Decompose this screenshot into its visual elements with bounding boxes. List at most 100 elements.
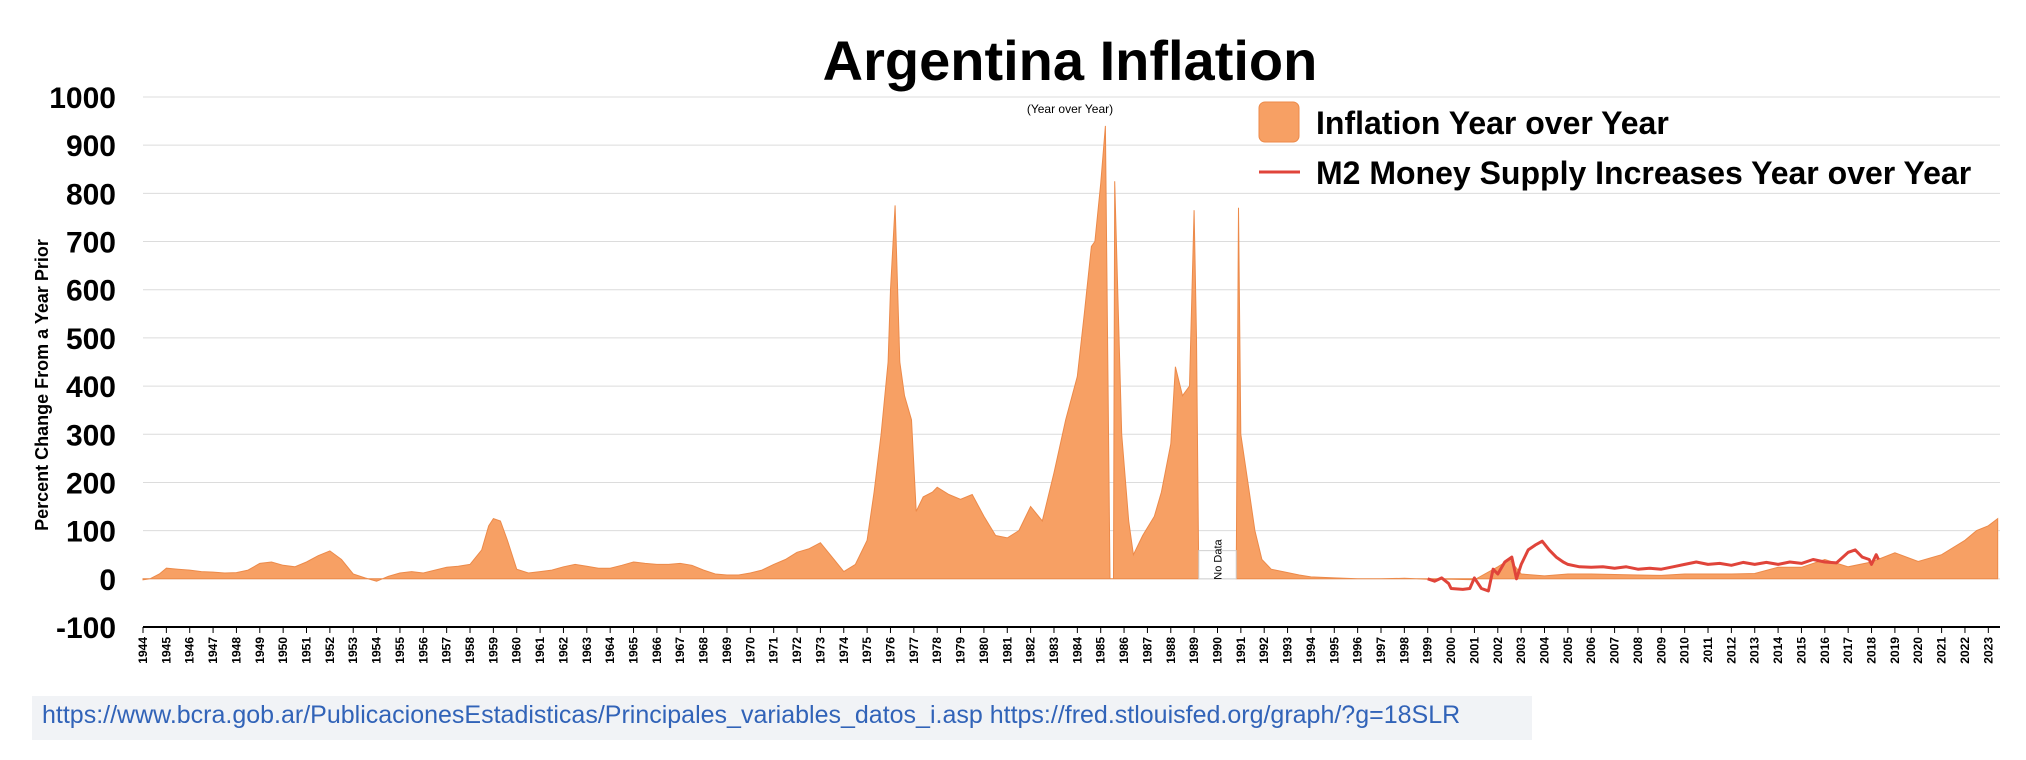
- x-tick-label: 1957: [440, 637, 454, 664]
- y-tick-label: 0: [99, 564, 116, 597]
- x-tick-label: 2018: [1865, 637, 1879, 664]
- x-tick-label: 1947: [206, 637, 220, 664]
- x-tick-label: 2003: [1514, 637, 1528, 664]
- chart-subtitle: (Year over Year): [1027, 102, 1113, 116]
- x-tick-label: 1978: [930, 637, 944, 664]
- x-tick-label: 1996: [1351, 637, 1365, 664]
- x-tick-label: 2006: [1584, 637, 1598, 664]
- no-data-annotation: No Data: [1212, 538, 1224, 579]
- x-tick-label: 1984: [1070, 637, 1084, 664]
- legend-swatch-inflation: [1258, 101, 1300, 143]
- x-tick-label: 2009: [1654, 637, 1668, 664]
- x-tick-label: 1976: [883, 637, 897, 664]
- legend-label-m2: M2 Money Supply Increases Year over Year: [1316, 155, 1971, 191]
- x-tick-label: 1967: [673, 637, 687, 664]
- x-tick-label: 2012: [1724, 637, 1738, 664]
- x-tick-label: 1956: [416, 637, 430, 664]
- x-tick-label: 1998: [1397, 637, 1411, 664]
- chart-title: Argentina Inflation: [823, 29, 1318, 92]
- x-tick-label: 1985: [1094, 637, 1108, 664]
- x-tick-label: 2021: [1935, 637, 1949, 664]
- source-links[interactable]: https://www.bcra.gob.ar/PublicacionesEst…: [42, 701, 1461, 729]
- x-tick-label: 2002: [1491, 637, 1505, 664]
- x-tick-label: 1989: [1187, 637, 1201, 664]
- x-tick-label: 1979: [954, 637, 968, 664]
- x-tick-label: 1968: [697, 637, 711, 664]
- m2-line-series: [1427, 539, 1880, 593]
- source-box: [32, 696, 1532, 740]
- x-tick-label: 1958: [463, 637, 477, 664]
- x-tick-label: 2022: [1958, 637, 1972, 664]
- y-tick-label: 100: [66, 516, 116, 549]
- x-tick-label: 1973: [813, 637, 827, 664]
- x-tick-label: 2007: [1608, 637, 1622, 664]
- x-tick-label: 2015: [1794, 637, 1808, 664]
- y-tick-label: 800: [66, 178, 116, 211]
- x-tick-label: 1970: [743, 637, 757, 664]
- x-tick-label: 2011: [1701, 637, 1715, 663]
- x-tick-label: 2020: [1911, 637, 1925, 664]
- y-tick-label: 200: [66, 467, 116, 500]
- y-tick-label: -100: [56, 612, 116, 645]
- y-tick-label: 600: [66, 275, 116, 308]
- y-tick-label: 1000: [49, 82, 116, 115]
- x-tick-label: 1971: [767, 637, 781, 664]
- x-tick-label: 1987: [1140, 637, 1154, 664]
- x-tick-label: 1963: [580, 637, 594, 664]
- x-tick-label: 1950: [276, 637, 290, 664]
- x-tick-label: 1961: [533, 637, 547, 664]
- x-tick-label: 2001: [1467, 637, 1481, 664]
- x-tick-label: 1990: [1210, 637, 1224, 664]
- x-tick-label: 1951: [300, 637, 314, 664]
- x-tick-label: 1980: [977, 637, 991, 664]
- x-tick-label: 1959: [486, 637, 500, 664]
- x-axis-ticks: 1944 1945 1946 1947 1948 1949 1950 1951 1952 1953…: [136, 627, 1995, 664]
- x-tick-label: 1946: [183, 637, 197, 664]
- x-tick-label: 1945: [159, 637, 173, 664]
- m2-line: [1427, 539, 1880, 593]
- x-tick-label: 1995: [1327, 637, 1341, 664]
- x-tick-label: 1948: [229, 637, 243, 664]
- x-tick-label: 1962: [556, 637, 570, 664]
- x-tick-label: 2013: [1748, 637, 1762, 664]
- x-tick-label: 2008: [1631, 637, 1645, 664]
- inflation-area-0: [142, 125, 1200, 582]
- x-tick-label: 1986: [1117, 637, 1131, 664]
- inflation-area-1: [1235, 207, 1999, 581]
- x-tick-label: 1952: [323, 637, 337, 664]
- no-data-gap: [1198, 550, 1237, 580]
- x-tick-label: 1944: [136, 637, 150, 664]
- x-tick-label: 1977: [907, 637, 921, 664]
- x-tick-label: 1955: [393, 637, 407, 664]
- y-tick-label: 500: [66, 323, 116, 356]
- x-tick-label: 1975: [860, 637, 874, 664]
- x-tick-label: 1960: [510, 637, 524, 664]
- y-tick-label: 900: [66, 130, 116, 163]
- x-tick-label: 1953: [346, 637, 360, 664]
- y-tick-label: 300: [66, 419, 116, 452]
- x-tick-label: 1981: [1000, 637, 1014, 664]
- x-tick-label: 1983: [1047, 637, 1061, 664]
- x-tick-label: 2017: [1841, 637, 1855, 664]
- x-tick-label: 1965: [627, 637, 641, 664]
- x-tick-label: 1954: [370, 637, 384, 664]
- x-tick-label: 2004: [1538, 637, 1552, 664]
- legend-label-inflation: Inflation Year over Year: [1316, 105, 1669, 141]
- x-tick-label: 1988: [1164, 637, 1178, 664]
- x-tick-label: 2019: [1888, 637, 1902, 664]
- x-tick-label: 2023: [1981, 637, 1995, 664]
- y-tick-label: 400: [66, 371, 116, 404]
- x-tick-label: 1969: [720, 637, 734, 664]
- inflation-area-series: [142, 125, 1999, 582]
- x-tick-label: 1994: [1304, 637, 1318, 664]
- x-tick-label: 1999: [1421, 637, 1435, 664]
- x-tick-label: 1992: [1257, 637, 1271, 664]
- x-tick-label: 1993: [1281, 637, 1295, 664]
- x-tick-label: 2010: [1678, 637, 1692, 664]
- y-tick-label: 700: [66, 227, 116, 260]
- x-tick-label: 1974: [837, 637, 851, 664]
- x-tick-label: 1991: [1234, 637, 1248, 664]
- x-tick-label: 2014: [1771, 637, 1785, 664]
